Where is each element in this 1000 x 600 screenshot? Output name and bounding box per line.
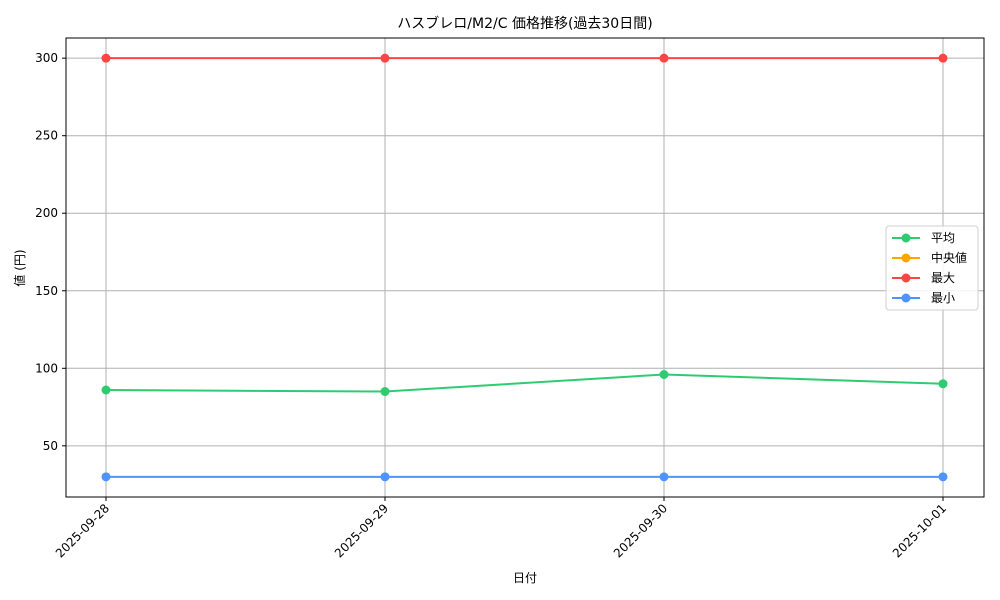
y-tick-label: 100 — [35, 361, 58, 375]
chart-title: ハスブレロ/M2/C 価格推移(過去30日間) — [397, 15, 652, 32]
data-point — [938, 379, 948, 389]
y-tick-label: 50 — [43, 439, 58, 453]
y-tick-label: 250 — [35, 129, 58, 143]
series-line — [105, 373, 944, 393]
legend-label: 平均 — [931, 231, 955, 245]
legend-label: 最小 — [931, 291, 955, 305]
legend-marker — [901, 253, 911, 263]
data-point — [938, 53, 948, 63]
y-tick-label: 200 — [35, 206, 58, 220]
legend-label: 中央値 — [931, 250, 967, 265]
legend-marker — [901, 233, 911, 243]
x-axis-label: 日付 — [513, 571, 537, 585]
data-point — [380, 387, 390, 397]
data-point — [659, 369, 669, 379]
data-point — [380, 53, 390, 63]
x-tick-label: 2025-09-29 — [332, 501, 391, 560]
y-tick-label: 150 — [35, 284, 58, 298]
legend-marker — [901, 293, 911, 303]
plot-frame — [65, 37, 985, 498]
legend-marker — [901, 273, 911, 283]
data-point — [380, 472, 390, 482]
data-point — [101, 472, 111, 482]
data-point — [101, 385, 111, 395]
legend-box — [885, 225, 979, 311]
y-tick-label: 300 — [35, 51, 58, 65]
data-point — [659, 53, 669, 63]
data-point — [659, 472, 669, 482]
legend-label: 最大 — [931, 271, 955, 285]
x-tick-label: 2025-09-30 — [611, 501, 670, 560]
x-tick-label: 2025-10-01 — [890, 501, 949, 560]
y-axis-label: 値 (円) — [12, 249, 27, 286]
data-point — [101, 53, 111, 63]
data-point — [938, 472, 948, 482]
x-tick-label: 2025-09-28 — [53, 501, 112, 560]
